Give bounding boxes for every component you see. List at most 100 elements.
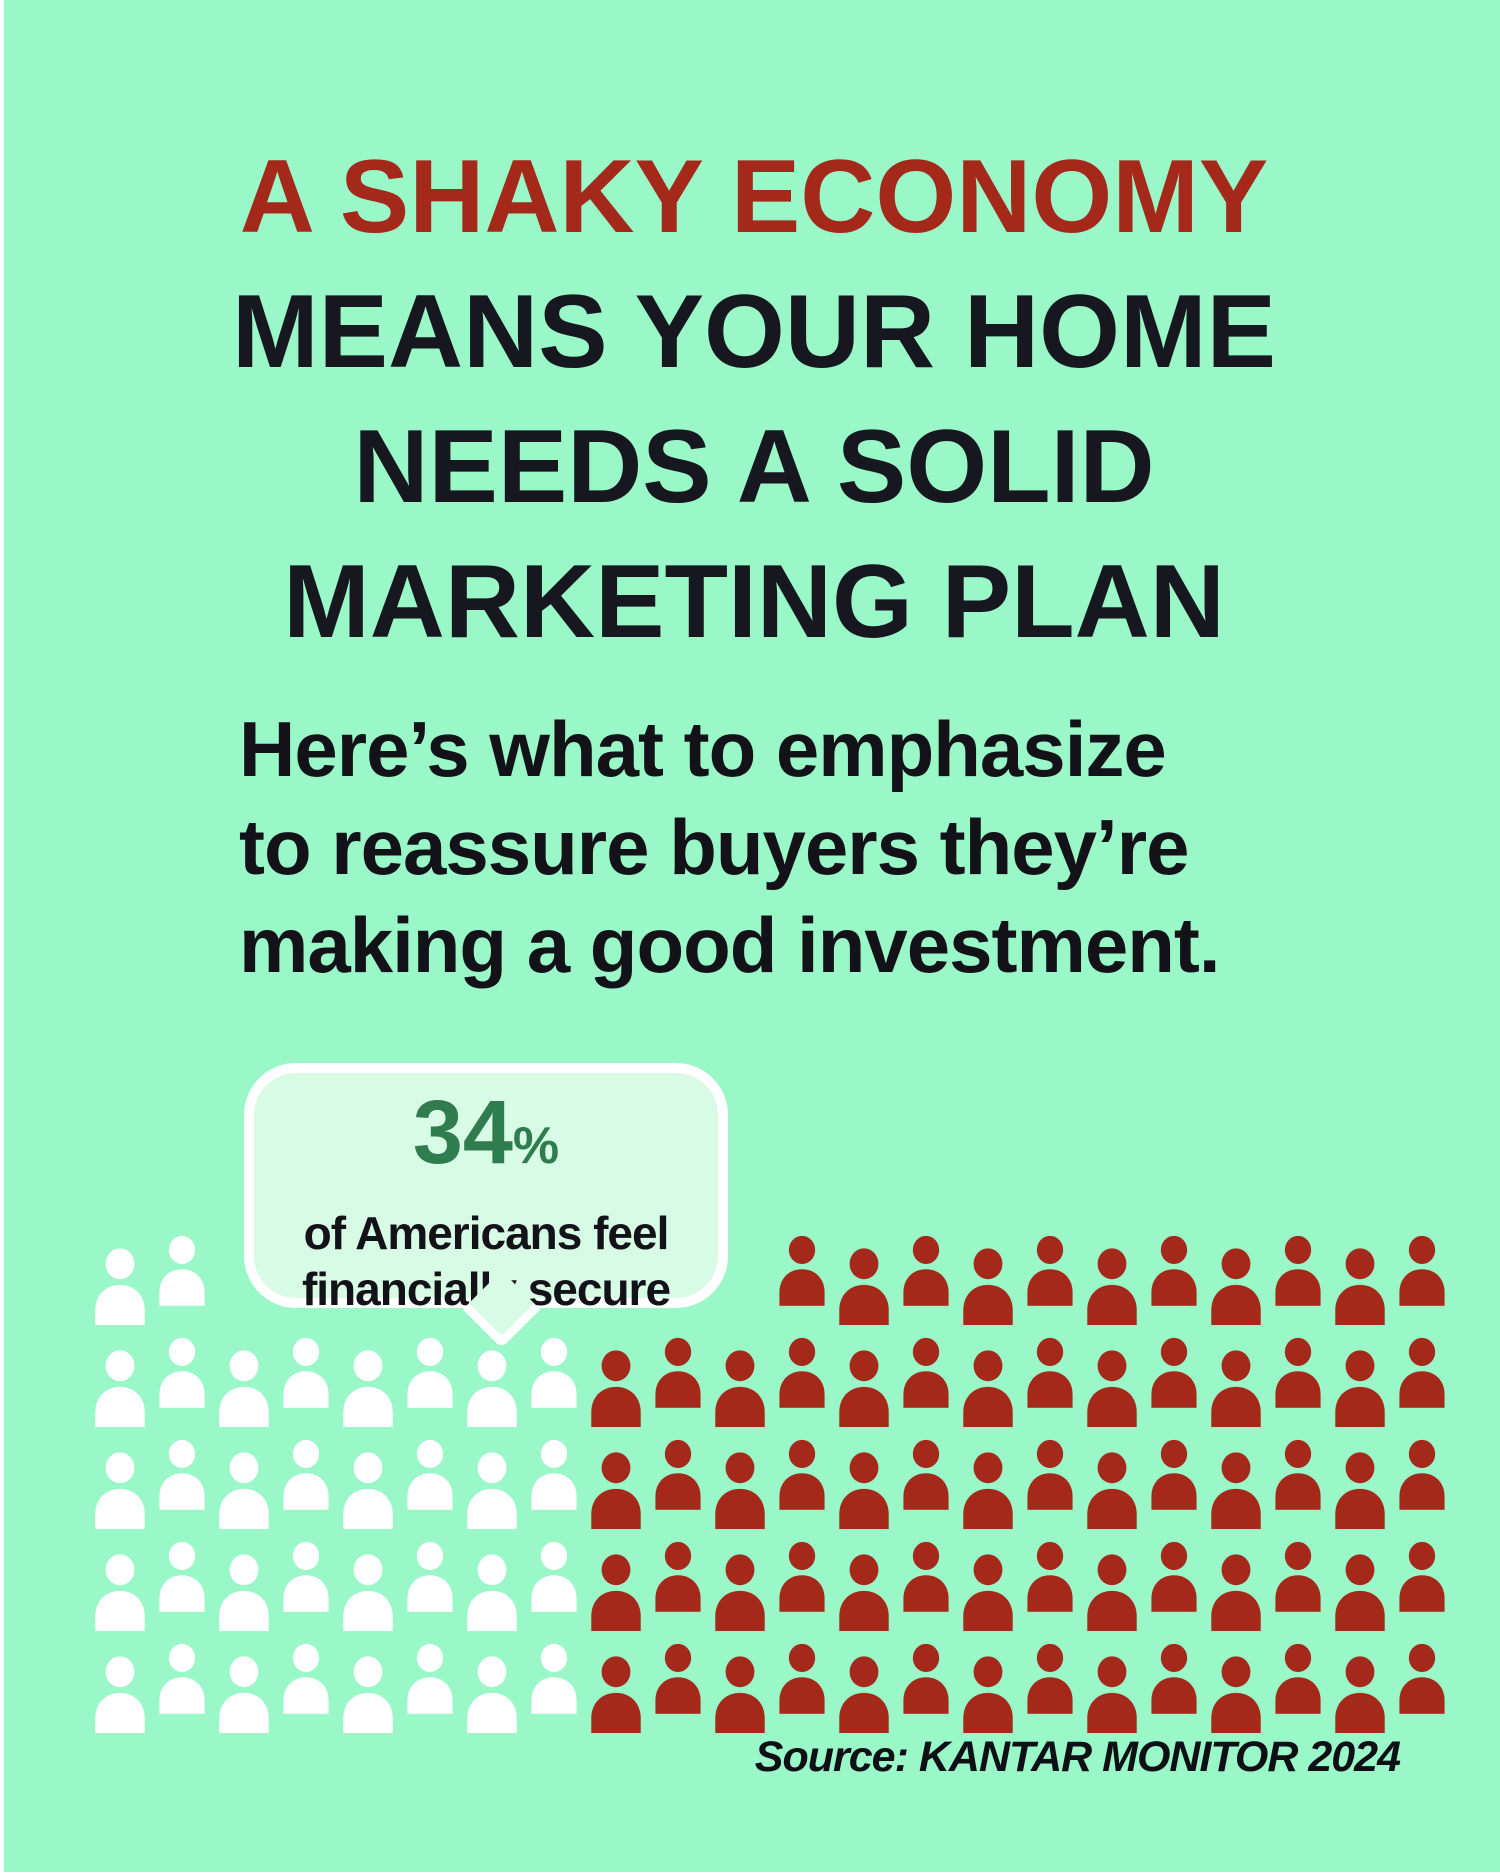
- person-icon-white: [339, 1349, 397, 1432]
- person-icon-red: [1148, 1540, 1201, 1616]
- headline-line-3: NEEDS A SOLID: [353, 409, 1155, 525]
- person-icon-red: [1331, 1349, 1389, 1432]
- person-icon-white: [463, 1655, 521, 1738]
- person-icon-white: [215, 1655, 273, 1738]
- person-icon-red: [959, 1553, 1017, 1636]
- person-icon-red: [1083, 1451, 1141, 1534]
- person-icon-red: [1396, 1642, 1449, 1718]
- person-icon-white: [280, 1642, 333, 1718]
- subtitle: Here’s what to emphasize to reassure buy…: [239, 700, 1221, 994]
- person-icon-white: [156, 1438, 209, 1514]
- person-icon-white: [156, 1234, 209, 1310]
- person-icon-white: [91, 1349, 149, 1432]
- person-icon-white: [91, 1451, 149, 1534]
- person-icon-red: [1396, 1438, 1449, 1514]
- person-icon-white: [528, 1540, 581, 1616]
- person-icon-red: [711, 1655, 769, 1738]
- person-icon-red: [1148, 1336, 1201, 1412]
- person-icon-red: [1272, 1540, 1325, 1616]
- person-icon-red: [1083, 1553, 1141, 1636]
- person-icon-red: [1024, 1642, 1077, 1718]
- person-icon-red: [652, 1540, 705, 1616]
- stat-value: 34%: [413, 1087, 559, 1205]
- person-icon-red: [1148, 1234, 1201, 1310]
- person-icon-red: [1024, 1234, 1077, 1310]
- person-icon-red: [1148, 1642, 1201, 1718]
- person-icon-red: [1331, 1553, 1389, 1636]
- person-icon-red: [711, 1451, 769, 1534]
- person-icon-white: [528, 1642, 581, 1718]
- person-icon-red: [587, 1349, 645, 1432]
- person-icon-red: [776, 1642, 829, 1718]
- person-icon-red: [900, 1540, 953, 1616]
- person-icon-white: [280, 1336, 333, 1412]
- person-icon-red: [1207, 1655, 1265, 1738]
- person-icon-red: [1207, 1553, 1265, 1636]
- person-icon-red: [959, 1655, 1017, 1738]
- person-icon-red: [959, 1247, 1017, 1330]
- person-icon-red: [1148, 1438, 1201, 1514]
- person-icon-red: [587, 1655, 645, 1738]
- person-icon-red: [776, 1336, 829, 1412]
- person-icon-white: [339, 1553, 397, 1636]
- person-icon-red: [900, 1234, 953, 1310]
- person-icon-white: [91, 1247, 149, 1330]
- person-icon-red: [1083, 1349, 1141, 1432]
- person-icon-red: [1331, 1247, 1389, 1330]
- stat-caption-line-1: of Americans feel: [303, 1207, 670, 1259]
- person-icon-red: [959, 1349, 1017, 1432]
- person-icon-white: [215, 1553, 273, 1636]
- person-icon-white: [404, 1336, 457, 1412]
- person-icon-white: [280, 1540, 333, 1616]
- stat-number: 34: [412, 1083, 513, 1183]
- percent-sign: %: [512, 1117, 560, 1175]
- person-icon-white: [528, 1438, 581, 1514]
- subtitle-line-2: to reassure buyers they’re: [239, 803, 1189, 891]
- person-icon-red: [835, 1553, 893, 1636]
- person-icon-red: [1272, 1438, 1325, 1514]
- person-icon-white: [91, 1553, 149, 1636]
- stat-speech-bubble: 34% of Americans feel financially secure: [244, 1063, 728, 1315]
- person-icon-red: [1272, 1642, 1325, 1718]
- person-icon-red: [776, 1234, 829, 1310]
- person-icon-white: [215, 1349, 273, 1432]
- person-icon-red: [900, 1438, 953, 1514]
- person-icon-red: [900, 1642, 953, 1718]
- headline-line-2: MEANS YOUR HOME: [232, 274, 1276, 390]
- person-icon-white: [215, 1451, 273, 1534]
- person-icon-red: [587, 1553, 645, 1636]
- person-icon-red: [835, 1655, 893, 1738]
- subtitle-line-3: making a good investment.: [239, 901, 1221, 989]
- person-icon-white: [339, 1451, 397, 1534]
- headline: A SHAKY ECONOMY MEANS YOUR HOME NEEDS A …: [4, 130, 1500, 670]
- person-icon-red: [711, 1553, 769, 1636]
- person-icon-red: [1396, 1540, 1449, 1616]
- person-icon-white: [91, 1655, 149, 1738]
- person-icon-red: [900, 1336, 953, 1412]
- person-icon-red: [1396, 1336, 1449, 1412]
- person-icon-white: [280, 1438, 333, 1514]
- person-icon-white: [156, 1642, 209, 1718]
- person-icon-red: [776, 1540, 829, 1616]
- headline-line-4: MARKETING PLAN: [283, 544, 1225, 660]
- person-icon-red: [1272, 1336, 1325, 1412]
- person-icon-white: [528, 1336, 581, 1412]
- person-icon-red: [1207, 1247, 1265, 1330]
- person-icon-red: [1331, 1655, 1389, 1738]
- person-icon-white: [463, 1451, 521, 1534]
- person-icon-red: [652, 1642, 705, 1718]
- person-icon-red: [1396, 1234, 1449, 1310]
- person-icon-white: [404, 1540, 457, 1616]
- person-icon-white: [156, 1336, 209, 1412]
- headline-line-1: A SHAKY ECONOMY: [239, 139, 1269, 255]
- person-icon-red: [1083, 1247, 1141, 1330]
- person-icon-red: [1024, 1336, 1077, 1412]
- person-icon-white: [156, 1540, 209, 1616]
- person-icon-red: [835, 1247, 893, 1330]
- person-icon-red: [1083, 1655, 1141, 1738]
- person-icon-white: [404, 1438, 457, 1514]
- subtitle-line-1: Here’s what to emphasize: [239, 705, 1167, 793]
- person-icon-red: [1024, 1540, 1077, 1616]
- person-icon-red: [835, 1451, 893, 1534]
- person-icon-red: [711, 1349, 769, 1432]
